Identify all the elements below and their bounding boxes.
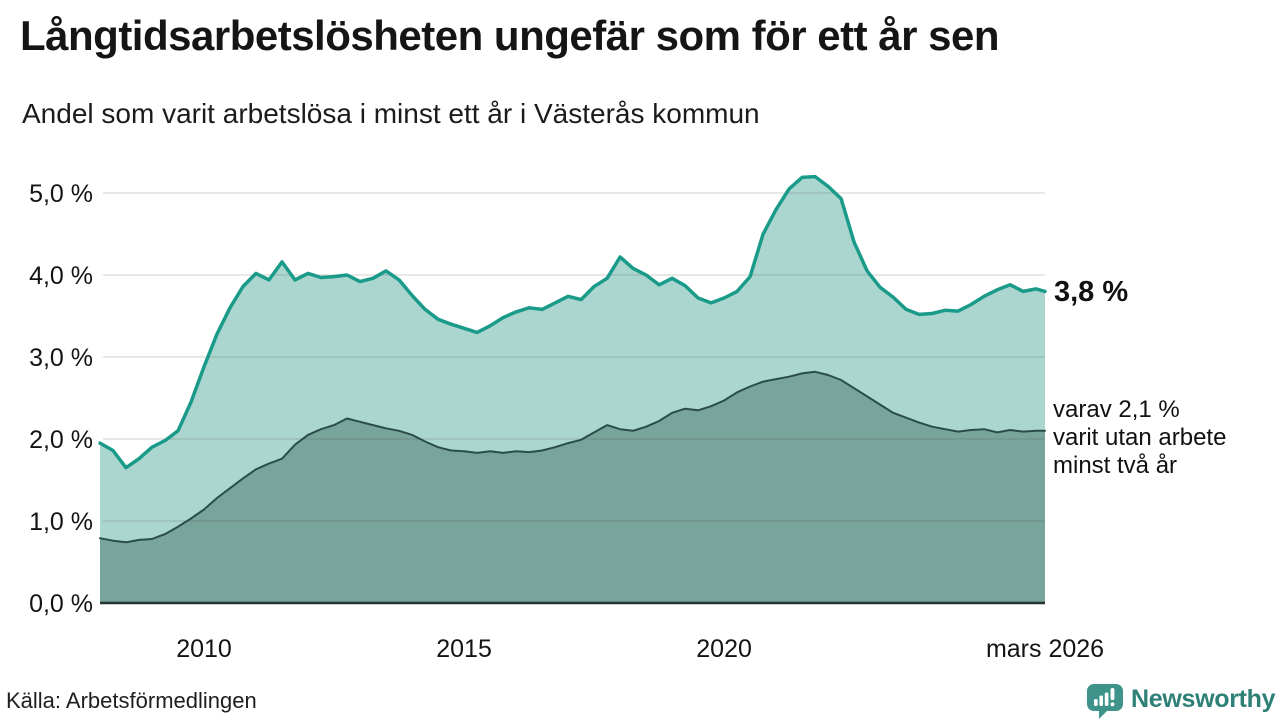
- newsworthy-logo: Newsworthy: [1086, 683, 1276, 719]
- page-title: Långtidsarbetslösheten ungefär som för e…: [20, 12, 1000, 59]
- newsworthy-logo-icon: [1087, 684, 1123, 719]
- series-area-1: [100, 371, 1045, 603]
- y-tick-label: 0,0 %: [29, 590, 93, 618]
- latest-value-label: 3,8 %: [1054, 276, 1129, 308]
- y-tick-label: 3,0 %: [29, 344, 93, 372]
- page-subtitle: Andel som varit arbetslösa i minst ett å…: [22, 98, 760, 129]
- exclamation-dot: [1110, 702, 1115, 707]
- y-tick-label: 1,0 %: [29, 508, 93, 536]
- y-tick-label: 2,0 %: [29, 426, 93, 454]
- bar-chart-glyph: [1094, 688, 1115, 707]
- exclamation-bar: [1110, 688, 1115, 700]
- x-tick-label: 2010: [176, 635, 232, 663]
- y-tick-label: 4,0 %: [29, 262, 93, 290]
- x-tick-label: 2020: [696, 635, 752, 663]
- series-line-0: [98, 174, 1047, 470]
- secondary-series-note: varav 2,1 % varit utan arbete minst två …: [1053, 396, 1227, 479]
- x-tick-label: 2015: [436, 635, 492, 663]
- series-line-1: [99, 370, 1046, 544]
- y-tick-label: 5,0 %: [29, 180, 93, 208]
- x-tick-label: mars 2026: [986, 635, 1104, 663]
- source-attribution: Källa: Arbetsförmedlingen: [6, 688, 257, 713]
- newsworthy-wordmark: Newsworthy: [1131, 685, 1276, 713]
